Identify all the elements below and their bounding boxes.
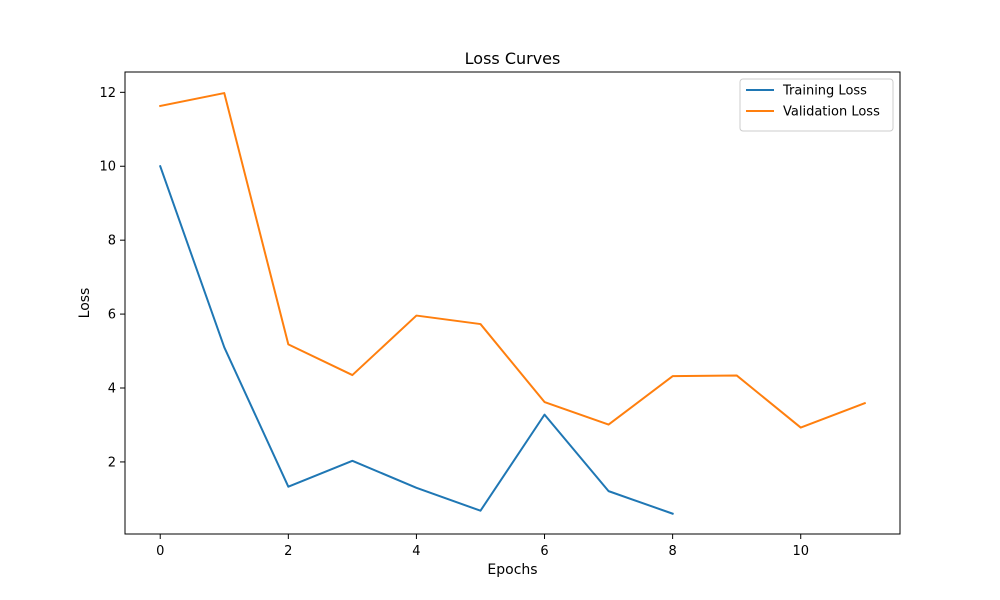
- y-tick-label: 8: [108, 234, 116, 249]
- y-tick-label: 4: [108, 382, 116, 397]
- y-tick-label: 10: [99, 160, 116, 175]
- x-tick-label: 2: [284, 544, 292, 559]
- series-line-validation-loss: [159, 92, 867, 429]
- y-tick-label: 6: [108, 308, 116, 323]
- x-tick-label: 4: [412, 544, 420, 559]
- chart-title: Loss Curves: [465, 49, 561, 68]
- x-axis-ticks: 0 2 4 6 8 10: [156, 534, 809, 559]
- x-tick-label: 8: [668, 544, 676, 559]
- legend-box: [739, 78, 894, 132]
- legend-label: Training Loss: [782, 84, 867, 99]
- legend-label: Validation Loss: [783, 105, 880, 120]
- y-tick-label: 12: [99, 86, 116, 101]
- x-tick-label: 10: [792, 544, 809, 559]
- y-tick-label: 2: [108, 455, 116, 470]
- x-tick-label: 6: [540, 544, 548, 559]
- series-layer: [158, 92, 867, 515]
- y-axis-label: Loss: [77, 288, 93, 319]
- x-axis-label: Epochs: [487, 562, 537, 578]
- x-tick-label: 0: [156, 544, 164, 559]
- y-axis-ticks: 2 4 6 8 10 12: [99, 86, 125, 470]
- series-line-training-loss: [158, 164, 674, 515]
- legend: Training Loss Validation Loss: [739, 78, 894, 132]
- plot-area-frame: [124, 71, 901, 535]
